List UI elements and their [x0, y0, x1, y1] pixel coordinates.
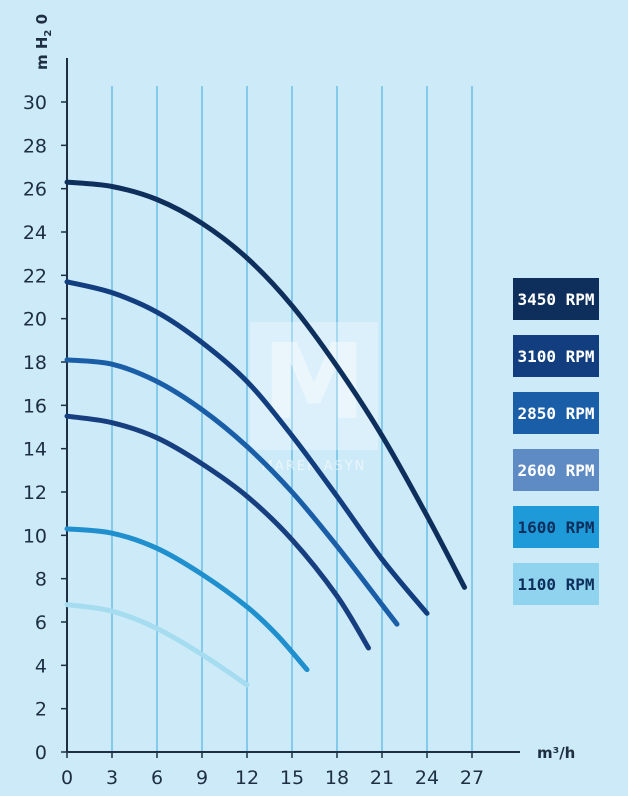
performance-curves: [64, 179, 467, 688]
curve-2850-rpm: [64, 357, 400, 627]
y-tick-label: 26: [23, 179, 47, 201]
legend-label: 1100 RPM: [517, 575, 594, 594]
y-tick-label: 14: [23, 439, 47, 461]
y-tick-label: 2: [35, 699, 47, 721]
curve-3450-rpm: [64, 179, 467, 590]
y-tick-label: 16: [23, 395, 47, 417]
x-tick-label: 9: [196, 767, 208, 789]
curve-1600-rpm: [64, 526, 310, 673]
y-tick-label: 6: [35, 612, 47, 634]
y-tick-label: 28: [23, 135, 47, 157]
y-tick-label: 22: [23, 265, 47, 287]
x-tick-label: 3: [106, 767, 118, 789]
y-tick-label: 8: [35, 569, 47, 591]
legend-swatch: [513, 449, 599, 491]
legend-label: 3100 RPM: [517, 347, 594, 366]
y-tick-label: 10: [23, 525, 47, 547]
legend-swatch: [513, 278, 599, 320]
legend-swatch: [513, 392, 599, 434]
y-axis-unit-sub: 2: [43, 30, 54, 37]
y-tick-label: 0: [35, 742, 47, 764]
y-axis-unit: m H2 0: [33, 14, 54, 70]
x-tick-label: 0: [61, 767, 73, 789]
y-tick-label: 12: [23, 482, 47, 504]
y-axis-unit-base: m H: [33, 37, 51, 70]
x-tick-label: 6: [151, 767, 163, 789]
y-tick-label: 24: [23, 222, 47, 244]
y-tick-label: 20: [23, 309, 47, 331]
legend-label: 3450 RPM: [517, 290, 594, 309]
legend-label: 1600 RPM: [517, 518, 594, 537]
watermark-logo-box: [250, 322, 378, 450]
legend: 3450 RPM 3100 RPM 2850 RPM 2600 RPM 1600 RPM…: [513, 278, 599, 605]
legend-label: 2600 RPM: [517, 461, 594, 480]
x-tick-label: 21: [370, 767, 394, 789]
x-tick-label: 18: [325, 767, 349, 789]
legend-swatch: [513, 335, 599, 377]
x-tick-label: 12: [235, 767, 259, 789]
x-tick-label: 27: [460, 767, 484, 789]
axes: [61, 58, 520, 758]
legend-swatch: [513, 563, 599, 605]
legend-swatch: [513, 506, 599, 548]
y-axis-unit-tail: 0: [33, 14, 51, 30]
x-tick-labels: 0 3 6 9 12 15 18 21 24 27: [61, 767, 484, 789]
legend-label: 2850 RPM: [517, 404, 594, 423]
y-tick-label: 18: [23, 352, 47, 374]
y-tick-label: 4: [35, 655, 47, 677]
curve-1100-rpm: [64, 602, 250, 688]
curve-3100-rpm: [64, 279, 430, 616]
x-tick-label: 24: [415, 767, 439, 789]
y-tick-label: 30: [23, 92, 47, 114]
x-axis-unit: m³/h: [537, 744, 575, 762]
x-tick-label: 15: [280, 767, 304, 789]
curve-2600-rpm: [64, 413, 371, 651]
